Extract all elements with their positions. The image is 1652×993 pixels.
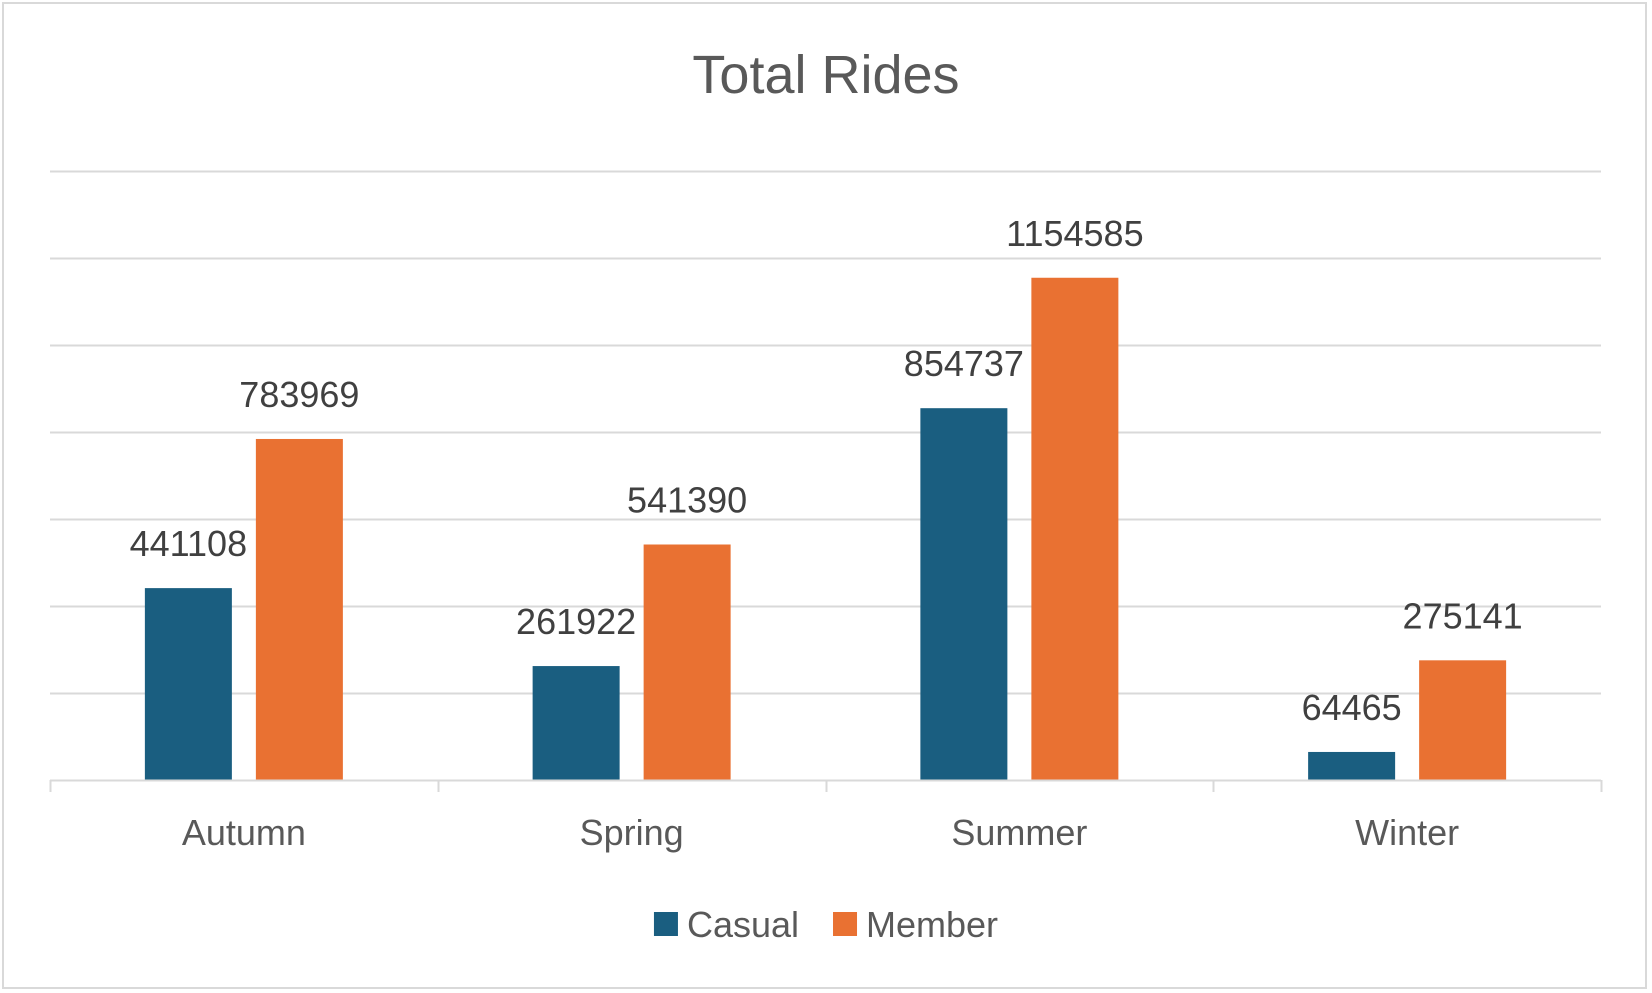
bar-member-winter	[1419, 660, 1507, 780]
bars	[144, 277, 1507, 780]
data-label-member-winter: 275141	[1403, 595, 1523, 636]
bar-casual-spring	[532, 666, 620, 780]
data-label-casual-spring: 261922	[516, 601, 636, 642]
bar-member-autumn	[255, 438, 343, 780]
x-tick-label-spring: Spring	[580, 812, 684, 853]
bar-casual-autumn	[144, 588, 232, 780]
legend-swatch-casual	[653, 912, 678, 936]
data-label-casual-summer: 854737	[904, 343, 1024, 384]
data-labels: 441108 783969 261922 541390 854737 1154585 644…	[130, 213, 1523, 728]
bar-member-spring	[643, 544, 731, 780]
legend-label-member: Member	[866, 904, 998, 945]
legend-label-casual: Casual	[687, 904, 799, 945]
legend-swatch-member	[833, 912, 858, 936]
data-label-casual-winter: 64465	[1302, 687, 1402, 728]
data-label-member-autumn: 783969	[239, 374, 359, 415]
chart-title: Total Rides	[692, 45, 959, 105]
x-tick-label-summer: Summer	[951, 812, 1087, 853]
data-label-member-spring: 541390	[627, 479, 747, 520]
legend: Casual Member	[653, 904, 998, 945]
bar-casual-winter	[1308, 751, 1396, 780]
data-label-member-summer: 1154585	[1006, 213, 1143, 254]
bar-casual-summer	[920, 408, 1008, 780]
bar-member-summer	[1031, 277, 1119, 780]
x-tick-label-winter: Winter	[1355, 812, 1459, 853]
x-tick-label-autumn: Autumn	[182, 812, 306, 853]
x-axis: Autumn Spring Summer Winter	[49, 779, 1603, 853]
data-label-casual-autumn: 441108	[130, 523, 247, 564]
